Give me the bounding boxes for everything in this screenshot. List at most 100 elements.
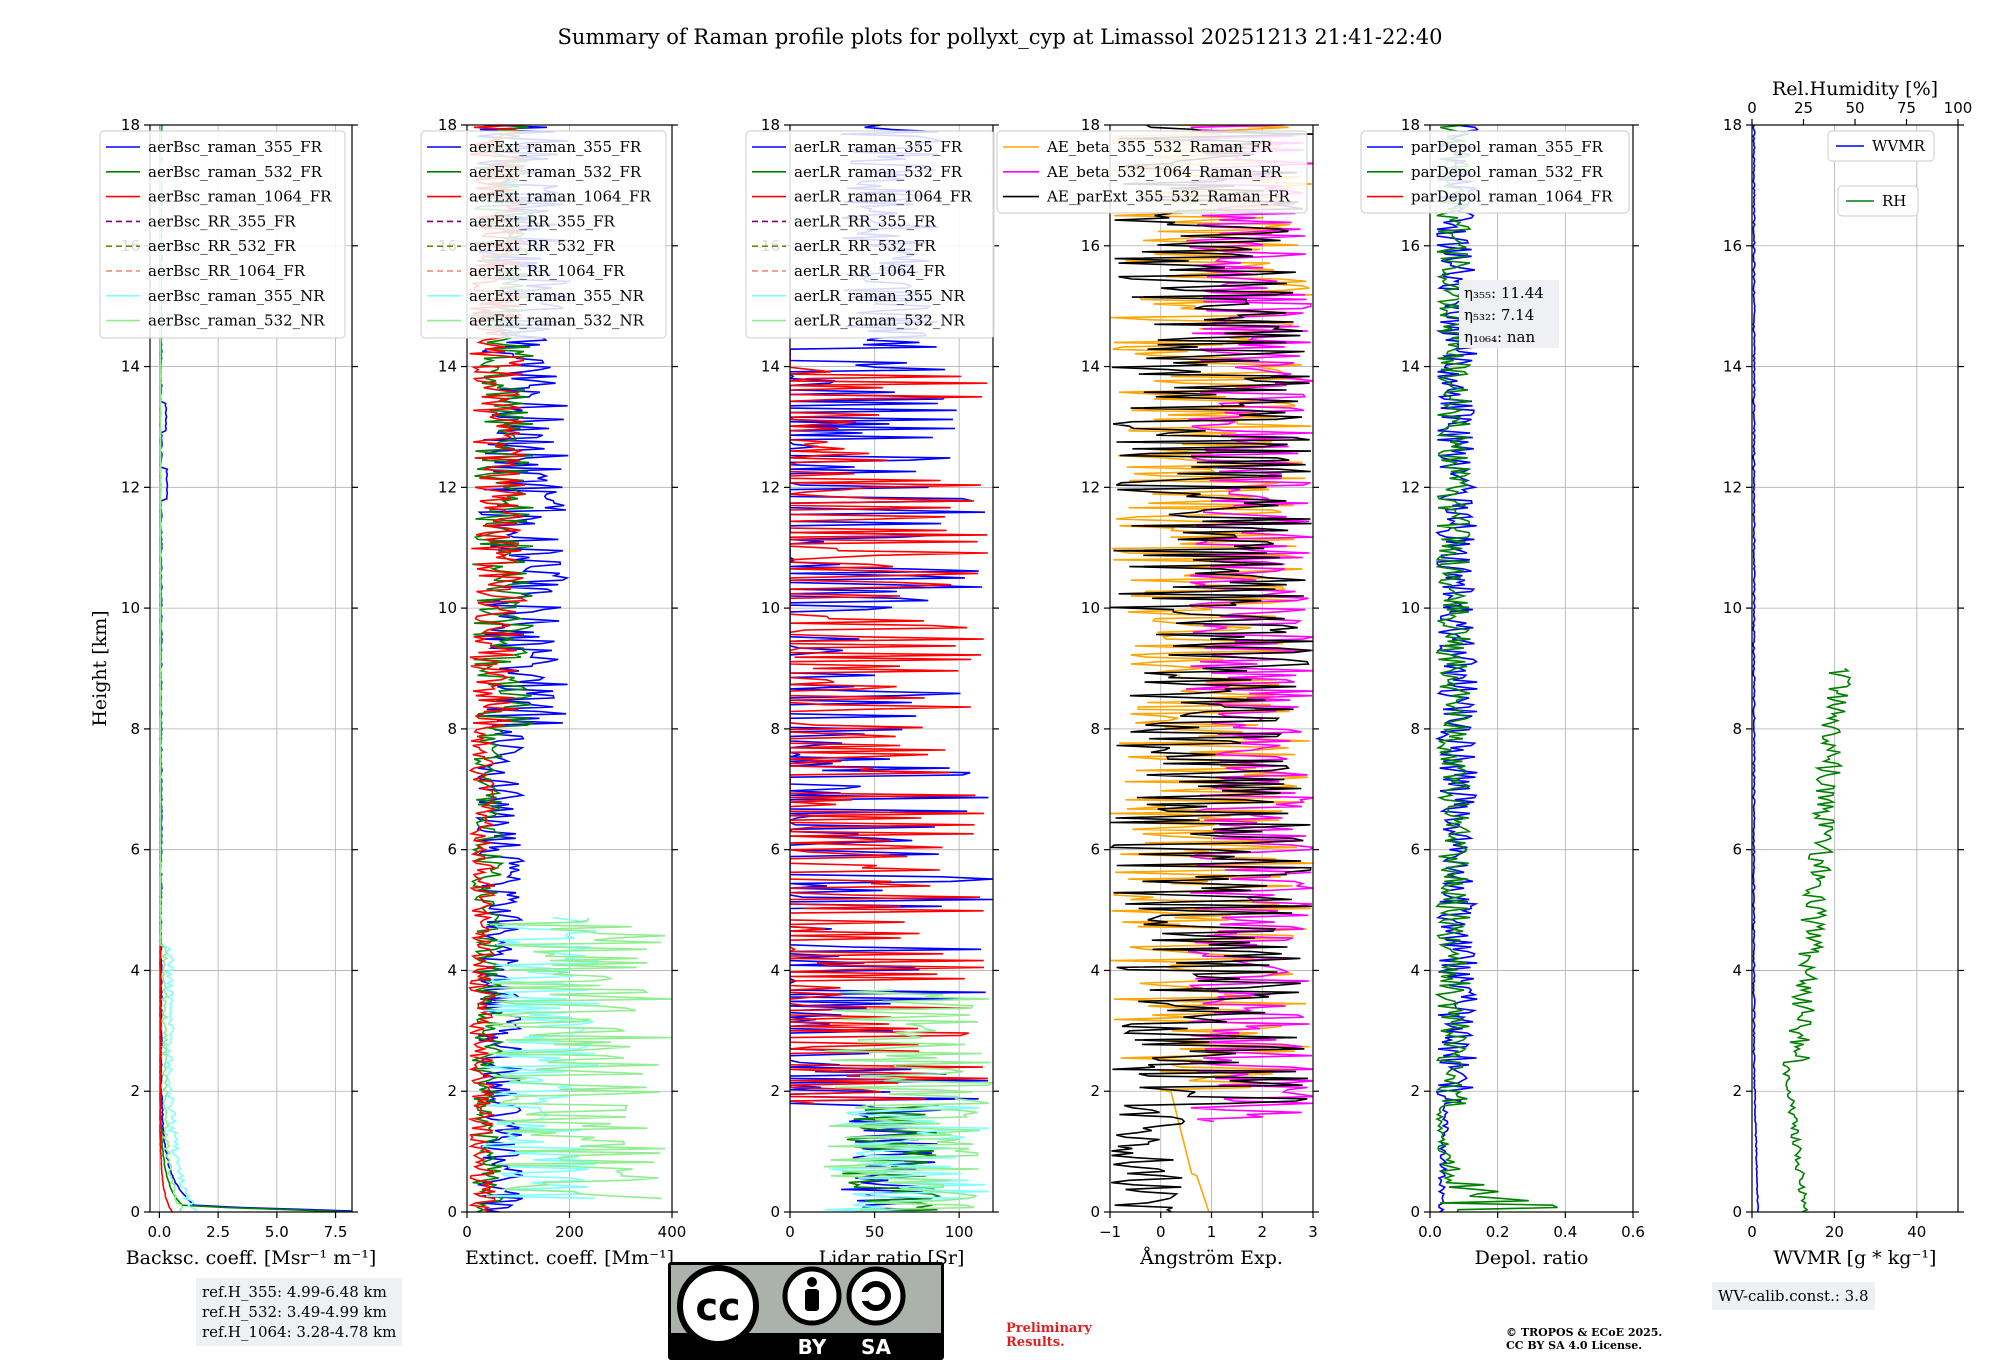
x-tick-label: 0 (785, 1223, 795, 1241)
y-tick-label: 16 (1723, 237, 1742, 255)
copyright-line-2: CC BY SA 4.0 License. (1506, 1339, 1643, 1352)
series-line-aerExt_raman_532_NR (488, 917, 672, 1200)
legend-entry: parDepol_raman_1064_FR (1411, 188, 1613, 206)
figure-title: Summary of Raman profile plots for polly… (557, 25, 1442, 49)
preliminary-line-2: Results. (1006, 1335, 1065, 1350)
y-tick-label: 18 (438, 116, 457, 134)
y-tick-label: 14 (121, 358, 140, 376)
x-tick-label: 0.2 (1486, 1223, 1510, 1241)
x-tick-label: 100 (945, 1223, 974, 1241)
y-tick-label: 6 (770, 841, 780, 859)
x-tick-label: 400 (658, 1223, 687, 1241)
copyright-line-1: © TROPOS & ECoE 2025. (1506, 1326, 1663, 1339)
x-tick-label: 50 (865, 1223, 884, 1241)
y-tick-label: 10 (1081, 599, 1100, 617)
x-tick-label: 0.6 (1621, 1223, 1645, 1241)
legend-entry: aerExt_raman_532_NR (469, 312, 645, 330)
series-line-AE_parExt_355_532_Raman_FR (1110, 125, 1313, 1212)
y-tick-label: 0 (1090, 1203, 1100, 1221)
legend-entry: parDepol_raman_532_FR (1411, 163, 1604, 181)
x2-tick-label: 25 (1794, 99, 1813, 117)
legend-entry: AE_beta_532_1064_Raman_FR (1046, 163, 1282, 181)
y-axis-label: Height [km] (89, 610, 111, 726)
legend-entry: aerLR_RR_355_FR (794, 212, 936, 230)
x-tick-label: 0 (1747, 1223, 1757, 1241)
x-tick-label: 3 (1308, 1223, 1318, 1241)
x-tick-label: 5.0 (265, 1223, 289, 1241)
y-tick-label: 16 (1081, 237, 1100, 255)
legend-entry: aerBsc_RR_1064_FR (148, 262, 306, 280)
legend: aerExt_raman_355_FR aerExt_raman_532_FRae… (420, 130, 667, 339)
annotation-line: η₁₀₆₄: nan (1464, 328, 1535, 346)
y-tick-label: 8 (1410, 720, 1420, 738)
legend-entry: aerBsc_RR_355_FR (148, 212, 296, 230)
legend-entry: aerLR_raman_355_FR (794, 138, 963, 156)
x-tick-label: 0 (1156, 1223, 1166, 1241)
license-by-label: BY (798, 1335, 827, 1359)
y-tick-label: 8 (770, 720, 780, 738)
series-line-RH (1781, 667, 1852, 1212)
legend-entry: aerExt_raman_532_FR (469, 163, 642, 181)
legend: aerBsc_raman_355_FR aerBsc_raman_532_FRae… (99, 130, 346, 339)
y-tick-label: 4 (770, 961, 780, 979)
annotation-line: η₅₃₂: 7.14 (1464, 306, 1534, 324)
license-sa-label: SA (861, 1335, 891, 1359)
y-tick-label: 18 (121, 116, 140, 134)
legend-entry: aerBsc_raman_355_NR (148, 287, 325, 305)
plot-frame (1429, 124, 1634, 1213)
svg-text:cc: cc (695, 1285, 740, 1329)
legend-entry: aerExt_RR_532_FR (469, 237, 616, 255)
x-axis-label: Backsc. coeff. [Msr⁻¹ m⁻¹] (126, 1247, 377, 1269)
y-tick-label: 10 (121, 599, 140, 617)
x-tick-label: 200 (555, 1223, 584, 1241)
x-axis-label: WVMR [g * kg⁻¹] (1774, 1247, 1937, 1269)
panel-6: 0 2 4 6 8 10 12 14 16 18 0 20 40 WVMR [g * kg⁻¹] 0 25 50… (1723, 78, 1972, 1269)
y-tick-label: 6 (447, 841, 457, 859)
series-line-aerLR_raman_355_NR (824, 1104, 990, 1212)
y-tick-label: 14 (761, 358, 780, 376)
annotation-line: η₃₅₅: 11.44 (1464, 284, 1544, 302)
legend-entry: aerBsc_raman_355_FR (148, 138, 323, 156)
x-tick-label: 20 (1825, 1223, 1844, 1241)
legend-entry: aerBsc_raman_1064_FR (148, 188, 332, 206)
y-tick-label: 4 (1090, 961, 1100, 979)
legend-entry: AE_parExt_355_532_Raman_FR (1046, 188, 1291, 206)
legend-entry: aerLR_raman_532_NR (794, 312, 965, 330)
y-tick-label: 8 (130, 720, 140, 738)
series-line-WVMR (1752, 125, 1760, 1212)
x-axis-label: Depol. ratio (1475, 1247, 1589, 1269)
copyright-note: © TROPOS & ECoE 2025. CC BY SA 4.0 Licen… (1506, 1326, 1662, 1352)
legend: RH (1837, 185, 1919, 217)
legend-entry: aerExt_RR_1064_FR (469, 262, 625, 280)
x-tick-label: 0.4 (1553, 1223, 1577, 1241)
x-tick-label: 7.5 (324, 1223, 348, 1241)
plot-frame (789, 124, 994, 1213)
ref-height-532: ref.H_532: 3.49-4.99 km (202, 1303, 387, 1321)
y-tick-label: 2 (1732, 1082, 1742, 1100)
panel-3: 024681012141618050100Lidar ratio [Sr]aer… (745, 116, 999, 1269)
legend-entry: aerBsc_raman_532_NR (148, 312, 325, 330)
y-tick-label: 10 (1401, 599, 1420, 617)
preliminary-results-note: Preliminary Results. (1006, 1322, 1092, 1350)
y-tick-label: 4 (130, 961, 140, 979)
legend-entry: aerLR_RR_1064_FR (794, 262, 946, 280)
y-tick-label: 8 (1090, 720, 1100, 738)
legend: AE_beta_355_532_Raman_FR AE_beta_532_1064… (996, 130, 1308, 214)
y-tick-label: 10 (1723, 599, 1742, 617)
legend-entry: parDepol_raman_355_FR (1411, 138, 1604, 156)
y-tick-label: 12 (121, 478, 140, 496)
y-tick-label: 18 (1081, 116, 1100, 134)
y-tick-label: 18 (1401, 116, 1420, 134)
x-tick-label: 40 (1907, 1223, 1926, 1241)
legend: parDepol_raman_355_FR parDepol_raman_532_… (1360, 130, 1630, 214)
legend-entry: WVMR (1872, 137, 1926, 155)
legend: aerLR_raman_355_FR aerLR_raman_532_FR aerL… (745, 130, 995, 339)
y-tick-label: 6 (1410, 841, 1420, 859)
preliminary-line-1: Preliminary (1006, 1321, 1092, 1336)
x-tick-label: 2.5 (206, 1223, 230, 1241)
y-tick-label: 18 (761, 116, 780, 134)
y-tick-label: 4 (1732, 961, 1742, 979)
x-tick-label: 1 (1207, 1223, 1217, 1241)
